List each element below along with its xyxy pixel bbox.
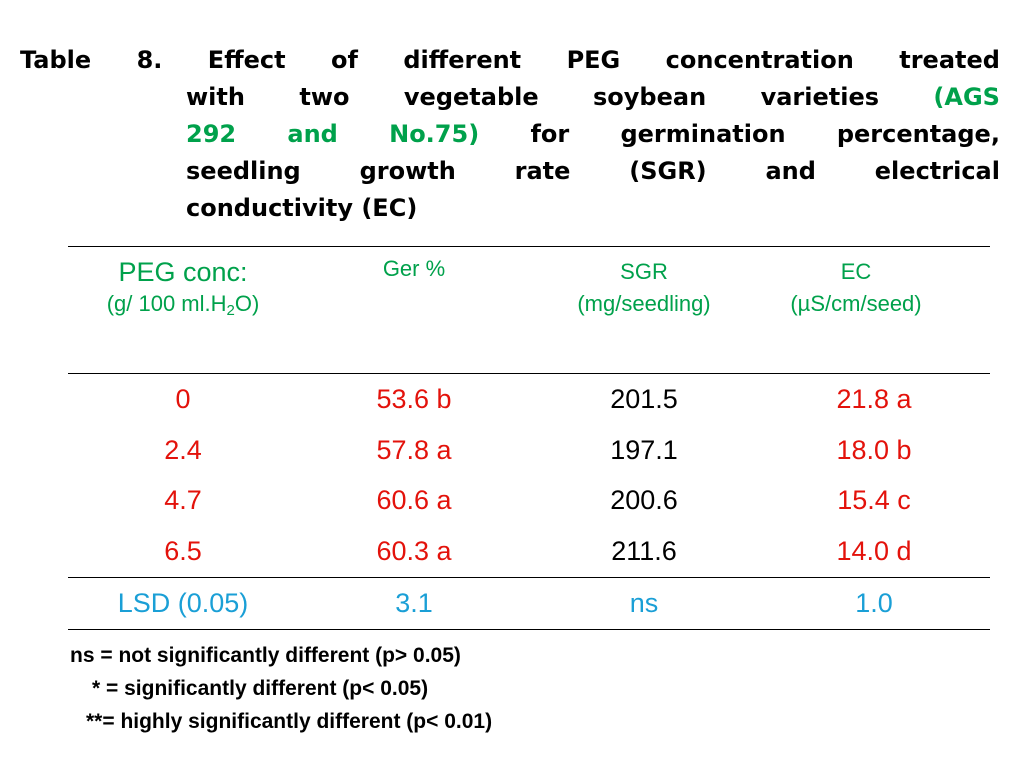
header-ec: EC (µS/cm/seed)	[756, 256, 956, 320]
cell-ec: 21.8 a	[836, 384, 912, 414]
cell-ec: 18.0 b	[836, 435, 912, 465]
caption-variety-text: No.75)	[389, 120, 480, 148]
cell-peg: 6.5	[164, 536, 202, 566]
table-top-rule	[68, 246, 990, 247]
header-ger-label: Ger %	[382, 256, 446, 281]
cell-ec: 14.0 d	[836, 536, 912, 566]
caption-word: (SGR)	[629, 157, 707, 185]
header-peg-conc: PEG conc: (g/ 100 ml.H2O)	[66, 256, 300, 320]
caption-line-3: 292 and No.75) for germination percentag…	[186, 116, 1000, 153]
caption-word: PEG	[566, 46, 621, 74]
cell-ger: 57.8 a	[376, 435, 452, 465]
caption-variety-text: and	[287, 120, 338, 148]
caption-line-1: Table 8. Effect of different PEG concent…	[20, 42, 1000, 79]
header-bottom-rule	[68, 373, 990, 374]
caption-word: of	[331, 46, 358, 74]
caption-word: electrical	[874, 157, 1000, 185]
caption-word: vegetable	[403, 83, 539, 111]
cell-peg: 2.4	[164, 435, 202, 465]
caption-word: treated	[899, 46, 1000, 74]
header-peg-unit-subscript: 2	[226, 302, 235, 319]
caption-line-2: with two vegetable soybean varieties (AG…	[186, 79, 1000, 116]
caption-word: Table	[20, 46, 92, 74]
header-ec-unit: (µS/cm/seed)	[790, 291, 922, 316]
header-sgr-label: SGR	[620, 259, 668, 284]
lsd-ec: 1.0	[855, 588, 893, 618]
caption-word: growth	[359, 157, 456, 185]
lsd-ger: 3.1	[395, 588, 433, 618]
caption-word: percentage,	[836, 120, 1000, 148]
cell-ger: 53.6 b	[376, 384, 452, 414]
cell-ger: 60.3 a	[376, 536, 452, 566]
cell-sgr: 201.5	[610, 384, 678, 414]
cell-sgr: 200.6	[610, 485, 678, 515]
header-peg-unit-prefix: (g/ 100 ml.H	[106, 291, 227, 316]
caption-line-5: conductivity (EC)	[186, 190, 1000, 227]
header-sgr-unit: (mg/seedling)	[577, 291, 711, 316]
caption-variety-text: 292	[186, 120, 237, 148]
cell-ec: 15.4 c	[837, 485, 911, 515]
caption-word: rate	[514, 157, 571, 185]
caption-word: soybean	[593, 83, 707, 111]
header-ec-label: EC	[840, 259, 872, 284]
caption-word: seedling	[186, 157, 301, 185]
header-sgr: SGR (mg/seedling)	[524, 256, 764, 320]
caption-word: varieties	[760, 83, 880, 111]
table-bottom-rule	[68, 629, 990, 630]
footnote-highly-significant: **= highly significantly different (p< 0…	[86, 710, 493, 733]
cell-sgr: 211.6	[611, 536, 677, 566]
caption-word: Effect	[207, 46, 286, 74]
header-peg-unit: (g/ 100 ml.H2O)	[66, 288, 300, 320]
caption-word: two	[299, 83, 350, 111]
header-ger: Ger %	[334, 253, 494, 285]
lsd-label: LSD (0.05)	[117, 588, 249, 618]
header-peg-label: PEG conc:	[118, 257, 248, 287]
caption-word: and	[765, 157, 816, 185]
caption-word: concentration	[665, 46, 854, 74]
cell-ger: 60.6 a	[376, 485, 452, 515]
caption-word: conductivity (EC)	[186, 194, 418, 222]
caption-word: for	[530, 120, 570, 148]
caption-line-4: seedling growth rate (SGR) and electrica…	[186, 153, 1000, 190]
footnote-ns: ns = not significantly different (p> 0.0…	[70, 644, 461, 667]
lsd-sgr: ns	[629, 588, 659, 618]
caption-variety-text: (AGS	[933, 83, 1000, 111]
caption-word: germination	[620, 120, 786, 148]
footnote-significant: * = significantly different (p< 0.05)	[92, 677, 429, 700]
caption-word: 8.	[136, 46, 163, 74]
caption-word: with	[186, 83, 245, 111]
header-peg-unit-suffix: O)	[234, 291, 260, 316]
cell-peg: 4.7	[164, 485, 202, 515]
cell-peg: 0	[175, 384, 191, 414]
cell-sgr: 197.1	[610, 435, 678, 465]
lsd-top-rule	[68, 577, 990, 578]
caption-word: different	[403, 46, 522, 74]
table-caption: Table 8. Effect of different PEG concent…	[20, 42, 1000, 227]
